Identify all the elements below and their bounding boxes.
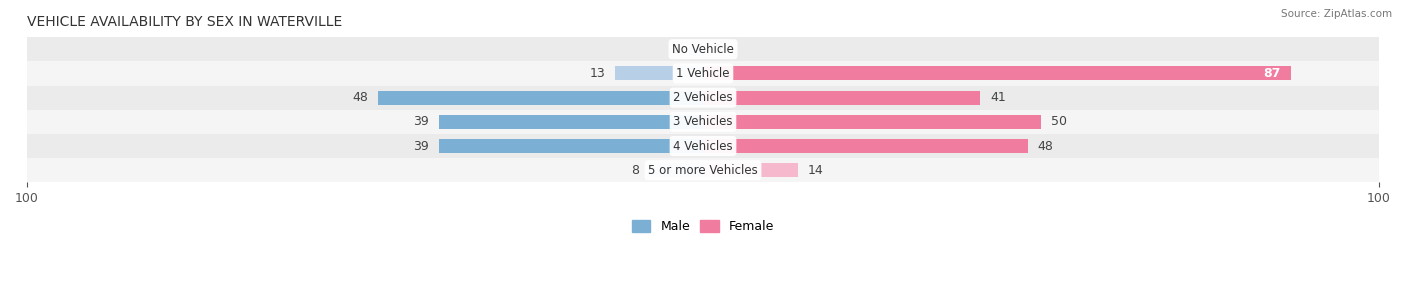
- Bar: [703, 139, 1028, 153]
- Bar: [27, 85, 1379, 110]
- Text: 0: 0: [713, 43, 721, 56]
- Bar: [27, 158, 1379, 182]
- Text: 14: 14: [808, 164, 824, 177]
- Bar: [703, 115, 1040, 129]
- Text: 87: 87: [1264, 67, 1281, 80]
- Bar: [27, 110, 1379, 134]
- Bar: [27, 61, 1379, 85]
- Text: 1 Vehicle: 1 Vehicle: [676, 67, 730, 80]
- Text: 2 Vehicles: 2 Vehicles: [673, 91, 733, 104]
- Bar: [27, 37, 1379, 61]
- Text: 39: 39: [413, 115, 429, 128]
- Text: 13: 13: [589, 67, 605, 80]
- Text: No Vehicle: No Vehicle: [672, 43, 734, 56]
- Bar: [703, 91, 980, 105]
- Bar: [703, 66, 1291, 81]
- Text: 39: 39: [413, 140, 429, 152]
- Bar: [439, 115, 703, 129]
- Bar: [27, 134, 1379, 158]
- Text: 41: 41: [990, 91, 1007, 104]
- Text: 3 Vehicles: 3 Vehicles: [673, 115, 733, 128]
- Text: Source: ZipAtlas.com: Source: ZipAtlas.com: [1281, 9, 1392, 19]
- Bar: [614, 66, 703, 81]
- Bar: [689, 42, 703, 56]
- Bar: [703, 163, 797, 177]
- Text: 50: 50: [1052, 115, 1067, 128]
- Bar: [378, 91, 703, 105]
- Text: 8: 8: [631, 164, 638, 177]
- Text: 48: 48: [1038, 140, 1053, 152]
- Text: VEHICLE AVAILABILITY BY SEX IN WATERVILLE: VEHICLE AVAILABILITY BY SEX IN WATERVILL…: [27, 15, 342, 29]
- Bar: [650, 163, 703, 177]
- Text: 5 or more Vehicles: 5 or more Vehicles: [648, 164, 758, 177]
- Bar: [439, 139, 703, 153]
- Text: 48: 48: [353, 91, 368, 104]
- Legend: Male, Female: Male, Female: [628, 217, 778, 237]
- Text: 2: 2: [672, 43, 679, 56]
- Text: 4 Vehicles: 4 Vehicles: [673, 140, 733, 152]
